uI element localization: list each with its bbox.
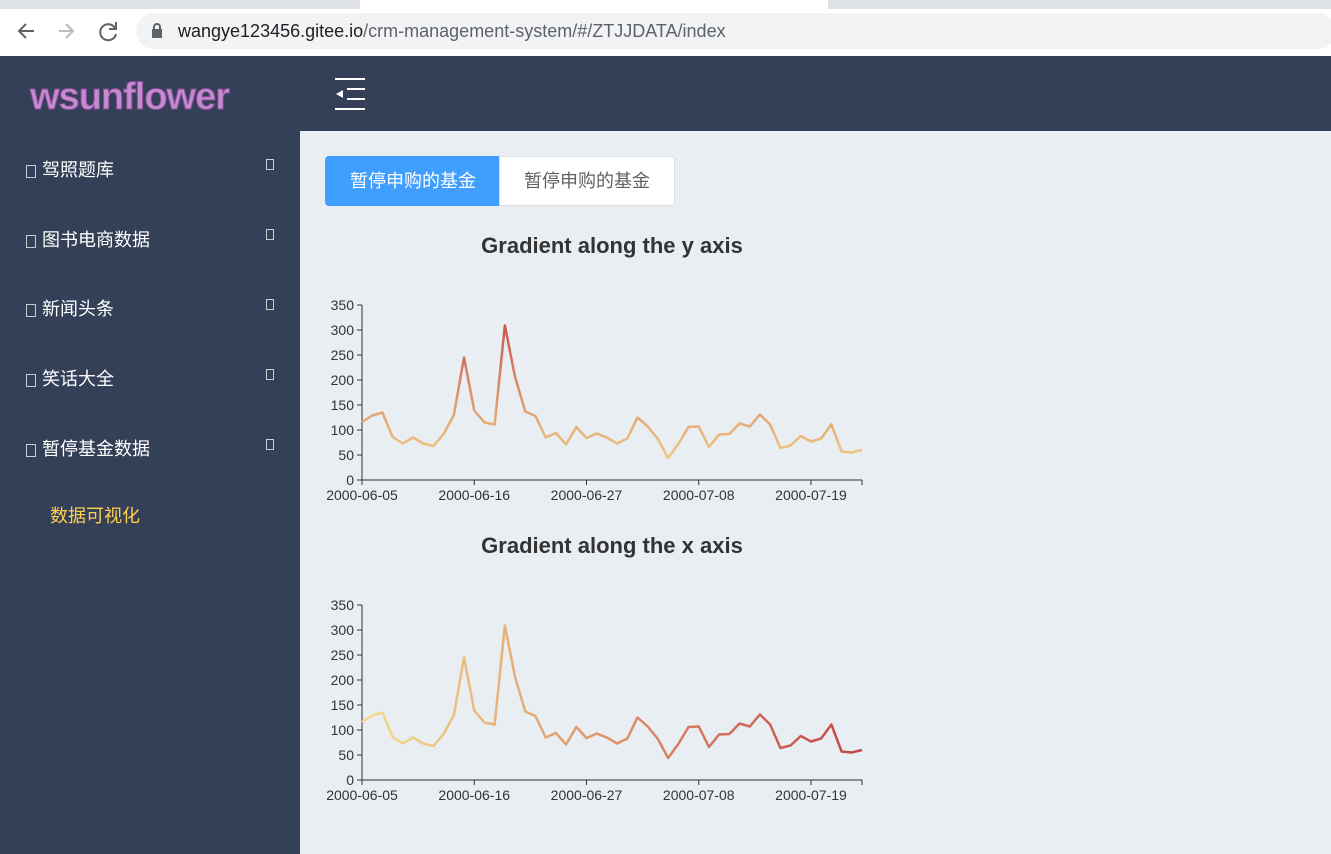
chart-title: Gradient along the y axis: [481, 233, 743, 258]
data-line: [361, 324, 863, 460]
submenu-item[interactable]: 数据可视化: [50, 506, 140, 526]
y-tick-label: 150: [331, 697, 355, 713]
y-tick-label: 350: [331, 597, 355, 613]
menu-arrow: [266, 229, 274, 240]
menu-item[interactable]: 驾照题库: [26, 156, 114, 182]
data-line: [361, 624, 863, 760]
url-path: /crm-management-system/#/ZTJJDATA/index: [363, 21, 726, 41]
menu-item[interactable]: 图书电商数据: [26, 226, 150, 252]
y-tick-label: 250: [331, 647, 355, 663]
x-tick-label: 2000-06-27: [551, 787, 623, 803]
x-tick-label: 2000-06-16: [438, 487, 510, 503]
y-tick-label: 100: [331, 422, 355, 438]
menu-item[interactable]: 新闻头条: [26, 295, 114, 321]
y-tick-label: 50: [338, 447, 354, 463]
y-tick-label: 0: [346, 772, 354, 788]
y-tick-label: 300: [331, 622, 355, 638]
x-tick-label: 2000-07-08: [663, 487, 735, 503]
address-bar[interactable]: [136, 13, 1331, 49]
y-tick-label: 200: [331, 372, 355, 388]
header: [300, 56, 1331, 131]
menu-arrow: [266, 439, 274, 450]
x-tick-label: 2000-06-05: [326, 487, 398, 503]
lock-icon: [152, 23, 162, 38]
menu-item[interactable]: 笑话大全: [26, 365, 114, 391]
tab-strip: [0, 0, 1331, 9]
menu-label: 驾照题库: [42, 160, 114, 180]
chart-title: Gradient along the x axis: [481, 533, 743, 558]
x-tick-label: 2000-06-05: [326, 787, 398, 803]
menu-arrow: [266, 299, 274, 310]
tab-button[interactable]: 暂停申购的基金: [325, 156, 501, 206]
menu-label: 新闻头条: [42, 299, 114, 319]
logo: wsunflower: [29, 76, 230, 119]
url[interactable]: wangye123456.gitee.io/crm-management-sys…: [178, 20, 726, 42]
y-tick-label: 350: [331, 297, 355, 313]
menu-arrow: [266, 369, 274, 380]
active-tab: [360, 0, 828, 9]
collapse-icon[interactable]: [334, 77, 366, 111]
browser-bar: wangye123456.gitee.io/crm-management-sys…: [0, 0, 1331, 56]
x-tick-label: 2000-07-19: [775, 787, 847, 803]
x-tick-label: 2000-06-16: [438, 787, 510, 803]
y-tick-label: 250: [331, 347, 355, 363]
y-tick-label: 0: [346, 472, 354, 488]
tab-button[interactable]: 暂停申购的基金: [499, 156, 675, 206]
y-tick-label: 100: [331, 722, 355, 738]
y-tick-label: 150: [331, 397, 355, 413]
y-tick-label: 200: [331, 672, 355, 688]
menu-arrow: [266, 159, 274, 170]
sidebar: wsunflower 驾照题库 图书电商数据 新闻头条 笑话大全 暂停基金数据 …: [0, 56, 300, 854]
nav-buttons[interactable]: [14, 18, 124, 46]
y-tick-label: 300: [331, 322, 355, 338]
menu-label: 图书电商数据: [42, 230, 150, 250]
y-tick-label: 50: [338, 747, 354, 763]
url-host: wangye123456.gitee.io: [178, 21, 364, 41]
x-tick-label: 2000-07-08: [663, 787, 735, 803]
menu-label: 笑话大全: [42, 369, 114, 389]
menu-label: 暂停基金数据: [42, 439, 150, 459]
x-tick-label: 2000-07-19: [775, 487, 847, 503]
x-tick-label: 2000-06-27: [551, 487, 623, 503]
menu-item[interactable]: 暂停基金数据: [26, 435, 150, 461]
charts: Gradient along the y axis 0 50 100 150 200 250…: [326, 233, 863, 803]
